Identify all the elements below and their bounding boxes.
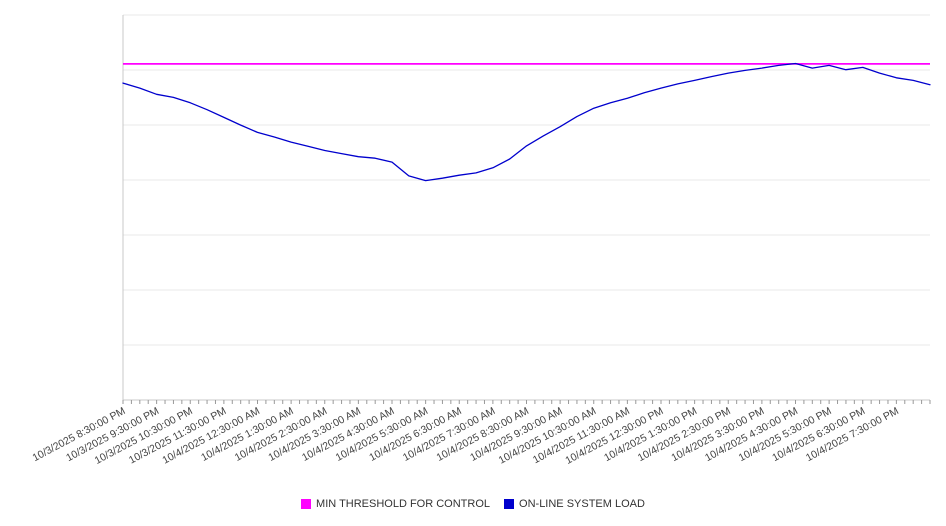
legend-label: ON-LINE SYSTEM LOAD — [519, 498, 645, 510]
x-axis-ticks — [122, 400, 931, 404]
legend-item-min-threshold[interactable]: MIN THRESHOLD FOR CONTROL — [301, 498, 490, 510]
legend-item-system-load[interactable]: ON-LINE SYSTEM LOAD — [504, 498, 645, 510]
gridlines — [123, 14, 930, 401]
chart-legend: MIN THRESHOLD FOR CONTROL ON-LINE SYSTEM … — [0, 498, 946, 510]
system-load-line — [122, 62, 931, 182]
legend-label: MIN THRESHOLD FOR CONTROL — [316, 498, 491, 510]
legend-swatch-icon — [504, 499, 515, 509]
legend-swatch-icon — [301, 499, 312, 509]
